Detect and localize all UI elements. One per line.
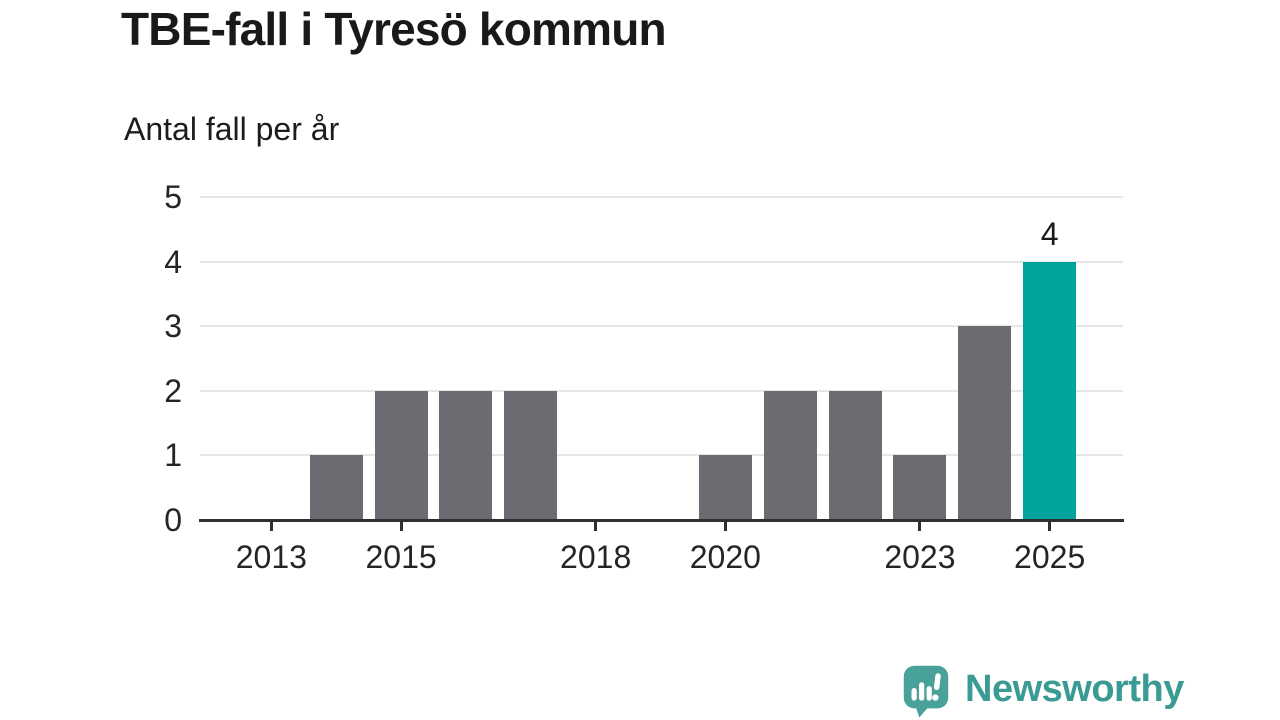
newsworthy-speech-bubble-bar-chart-icon: [903, 665, 949, 718]
gridline-4: [200, 260, 1123, 263]
x-axis-label-2025: 2025: [1014, 539, 1086, 575]
x-axis-tick-2025: [1048, 522, 1052, 531]
x-axis-label-2013: 2013: [235, 539, 307, 575]
gridline-3: [200, 325, 1123, 328]
gridline-5: [200, 196, 1123, 198]
x-axis-tick-2015: [399, 522, 403, 531]
bar-2021: [763, 390, 817, 520]
y-axis-label-4: 4: [164, 243, 182, 280]
bar-2015: [374, 390, 428, 520]
x-axis-line: [199, 519, 1124, 522]
y-axis-label-2: 2: [164, 372, 182, 409]
x-axis-tick-2018: [594, 522, 598, 531]
bar-value-label-2025: 4: [1040, 215, 1059, 252]
bar-2024: [958, 326, 1012, 520]
bar-2022: [828, 390, 882, 520]
bar-2016: [439, 390, 493, 520]
x-axis-tick-2023: [918, 522, 922, 531]
y-axis-label-5: 5: [164, 179, 182, 215]
x-axis-tick-2013: [269, 522, 273, 531]
bar-2017: [504, 390, 558, 520]
x-axis-label-2020: 2020: [689, 539, 761, 575]
y-axis-label-1: 1: [164, 437, 182, 474]
gridline-2: [200, 389, 1123, 392]
bar-2014: [309, 455, 363, 520]
x-axis-label-2023: 2023: [884, 539, 956, 575]
x-axis-tick-2020: [723, 522, 727, 531]
y-axis-label-0: 0: [164, 502, 182, 538]
newsworthy-logo: Newsworthy: [897, 660, 1184, 718]
x-axis-label-2015: 2015: [365, 539, 437, 575]
bar-2023: [893, 455, 947, 520]
chart-title: TBE-fall i Tyresö kommun: [121, 3, 667, 55]
gridline-1: [200, 454, 1123, 457]
x-axis-label-2018: 2018: [560, 539, 632, 575]
newsworthy-brand-text: Newsworthy: [965, 668, 1184, 710]
y-axis-label-3: 3: [164, 308, 182, 345]
bar-2025: [1023, 261, 1077, 520]
chart-subtitle: Antal fall per år: [124, 111, 340, 147]
bar-2020: [698, 455, 752, 520]
